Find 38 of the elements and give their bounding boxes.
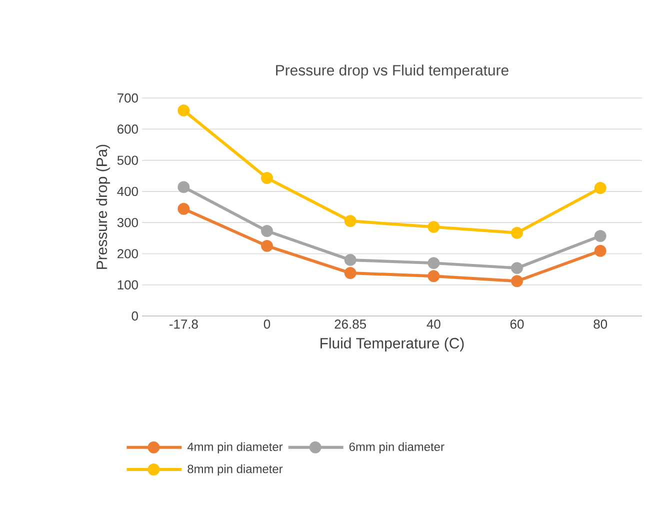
- legend-label: 4mm pin diameter: [187, 442, 283, 454]
- y-tick-label: 0: [132, 311, 138, 321]
- point: [178, 202, 190, 215]
- x-tick-label: 60: [510, 320, 524, 329]
- point: [344, 267, 356, 280]
- y-tick-label: 700: [118, 93, 138, 103]
- point: [178, 104, 190, 116]
- y-tick-label: 300: [117, 218, 138, 228]
- y-tick-label: 100: [118, 280, 138, 290]
- point: [261, 225, 273, 237]
- y-axis-title: Pressure drop (Pa): [96, 144, 110, 269]
- point: [428, 270, 440, 282]
- point: [594, 230, 606, 242]
- x-tick-label: 0: [264, 320, 270, 329]
- y-tick-label: 600: [118, 124, 138, 134]
- x-tick-label: 26.85: [334, 320, 366, 329]
- x-tick-label: 40: [426, 320, 440, 329]
- point: [428, 220, 440, 233]
- y-tick-label: 200: [118, 249, 138, 258]
- point: [261, 240, 273, 252]
- point: [594, 182, 606, 194]
- point: [511, 262, 523, 274]
- point: [178, 181, 190, 194]
- point: [511, 275, 523, 288]
- x-tick-label: -17.8: [169, 320, 198, 329]
- point: [344, 215, 356, 227]
- y-tick-label: 400: [117, 186, 138, 196]
- y-tick-label: 500: [117, 156, 138, 165]
- legend-label: 6mm pin diameter: [349, 442, 444, 454]
- point: [594, 244, 606, 257]
- x-axis-title: Fluid Temperature (C): [320, 338, 464, 352]
- point: [511, 226, 523, 239]
- x-tick-label: 80: [594, 320, 608, 329]
- point: [428, 257, 440, 270]
- point: [261, 172, 273, 184]
- legend-label: 8mm pin diameter: [188, 464, 283, 476]
- chart-title: Pressure drop vs Fluid temperature: [276, 64, 508, 78]
- point: [344, 254, 356, 266]
